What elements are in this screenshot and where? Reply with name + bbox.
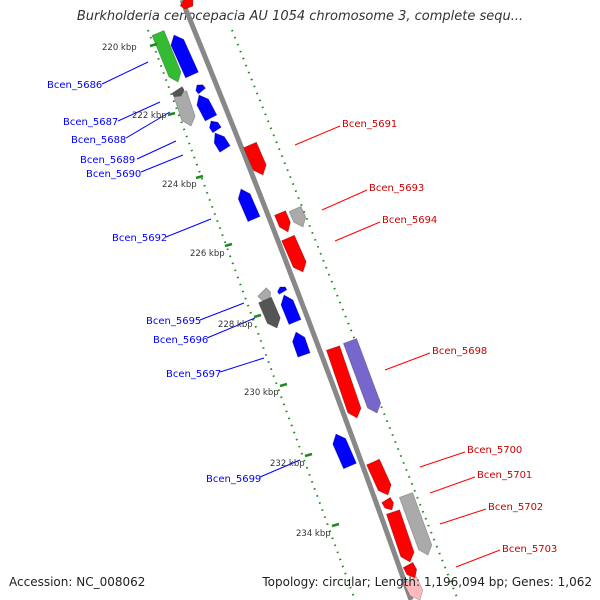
forward-gene-arrow[interactable] <box>366 458 392 496</box>
gene-label-bcen_5699[interactable]: Bcen_5699 <box>206 474 261 485</box>
gene-arrow[interactable] <box>342 337 382 414</box>
label-leader-line <box>219 357 265 373</box>
reverse-gene-arrow[interactable] <box>209 120 222 134</box>
scale-label: 222 kbp <box>132 111 167 121</box>
gene-label-bcen_5697[interactable]: Bcen_5697 <box>166 369 221 380</box>
gene-label-bcen_5693[interactable]: Bcen_5693 <box>369 183 424 194</box>
gene-arrow[interactable] <box>398 492 433 556</box>
label-leader-line <box>206 317 256 339</box>
label-leader-line <box>294 125 341 146</box>
reverse-gene-arrow[interactable] <box>237 188 261 223</box>
label-leader-line <box>439 508 487 525</box>
gene-label-bcen_5692[interactable]: Bcen_5692 <box>112 233 167 244</box>
forward-gene-arrow[interactable] <box>385 509 415 563</box>
gene-label-bcen_5701[interactable]: Bcen_5701 <box>477 470 532 481</box>
scale-label: 234 kbp <box>296 529 331 539</box>
label-leader-line <box>140 154 184 173</box>
gene-label-bcen_5696[interactable]: Bcen_5696 <box>153 335 208 346</box>
gene-label-bcen_5702[interactable]: Bcen_5702 <box>488 502 543 513</box>
gene-label-bcen_5686[interactable]: Bcen_5686 <box>47 80 102 91</box>
reverse-gene-arrow[interactable] <box>332 433 357 470</box>
chromosome-backbone <box>179 0 414 600</box>
scale-tick <box>304 452 313 458</box>
gene-arrow[interactable] <box>288 205 307 228</box>
label-leader-line <box>321 189 368 211</box>
gene-label-bcen_5700[interactable]: Bcen_5700 <box>467 445 522 456</box>
forward-gene-arrow[interactable] <box>243 141 267 176</box>
reverse-gene-arrow[interactable] <box>292 331 311 358</box>
gene-arrow[interactable] <box>258 296 281 329</box>
label-leader-line <box>125 111 171 139</box>
gene-arrow[interactable] <box>172 90 196 127</box>
gene-label-bcen_5698[interactable]: Bcen_5698 <box>432 346 487 357</box>
forward-gene-arrow[interactable] <box>325 345 362 419</box>
scale-label: 224 kbp <box>162 180 197 190</box>
scale-tick <box>331 522 340 528</box>
gene-label-bcen_5694[interactable]: Bcen_5694 <box>382 215 437 226</box>
scale-label: 220 kbp <box>102 43 137 53</box>
label-leader-line <box>117 101 161 122</box>
gene-arrow[interactable] <box>171 86 185 98</box>
scale-tick <box>279 382 288 388</box>
gene-label-bcen_5688[interactable]: Bcen_5688 <box>71 135 126 146</box>
label-leader-line <box>199 302 245 321</box>
genome-stats-text: Topology: circular; Length: 1,196,094 bp… <box>262 575 592 589</box>
forward-gene-arrow[interactable] <box>402 561 418 579</box>
gene-label-bcen_5690[interactable]: Bcen_5690 <box>86 169 141 180</box>
forward-gene-arrow[interactable] <box>281 234 307 273</box>
scale-tick <box>253 313 262 319</box>
label-leader-line <box>419 451 466 468</box>
label-leader-line <box>259 459 301 478</box>
reverse-gene-arrow[interactable] <box>170 34 199 79</box>
gene-arrow[interactable] <box>151 29 182 83</box>
gene-label-bcen_5687[interactable]: Bcen_5687 <box>63 117 118 128</box>
label-leader-line <box>429 476 476 494</box>
label-leader-line <box>165 218 212 238</box>
gene-label-bcen_5695[interactable]: Bcen_5695 <box>146 316 201 327</box>
scale-tick <box>195 174 204 180</box>
scale-label: 232 kbp <box>270 459 305 469</box>
reverse-gene-arrow[interactable] <box>195 84 207 95</box>
accession-text: Accession: NC_008062 <box>9 575 146 589</box>
label-leader-line <box>384 352 431 371</box>
reverse-gene-arrow[interactable] <box>277 286 288 295</box>
gene-arrow[interactable] <box>403 576 424 600</box>
scale-label: 226 kbp <box>190 249 225 259</box>
gene-label-bcen_5691[interactable]: Bcen_5691 <box>342 119 397 130</box>
gene-label-bcen_5703[interactable]: Bcen_5703 <box>502 544 557 555</box>
inner-guide-line <box>147 29 356 600</box>
forward-gene-arrow[interactable] <box>179 0 194 10</box>
reverse-gene-arrow[interactable] <box>196 94 218 122</box>
scale-tick <box>224 242 233 248</box>
reverse-gene-arrow[interactable] <box>280 294 302 326</box>
label-leader-line <box>334 221 381 242</box>
label-leader-line <box>455 549 501 568</box>
scale-label: 228 kbp <box>218 320 253 330</box>
scale-label: 230 kbp <box>244 388 279 398</box>
forward-gene-arrow[interactable] <box>273 210 291 233</box>
gene-arrow[interactable] <box>257 287 272 302</box>
gene-label-bcen_5689[interactable]: Bcen_5689 <box>80 155 135 166</box>
label-leader-line <box>101 61 149 85</box>
label-leader-line <box>136 140 177 160</box>
scale-tick <box>167 111 176 117</box>
forward-gene-arrow[interactable] <box>381 496 395 511</box>
scale-tick <box>149 42 158 48</box>
reverse-gene-arrow[interactable] <box>213 132 231 153</box>
outer-guide-line <box>231 29 459 600</box>
